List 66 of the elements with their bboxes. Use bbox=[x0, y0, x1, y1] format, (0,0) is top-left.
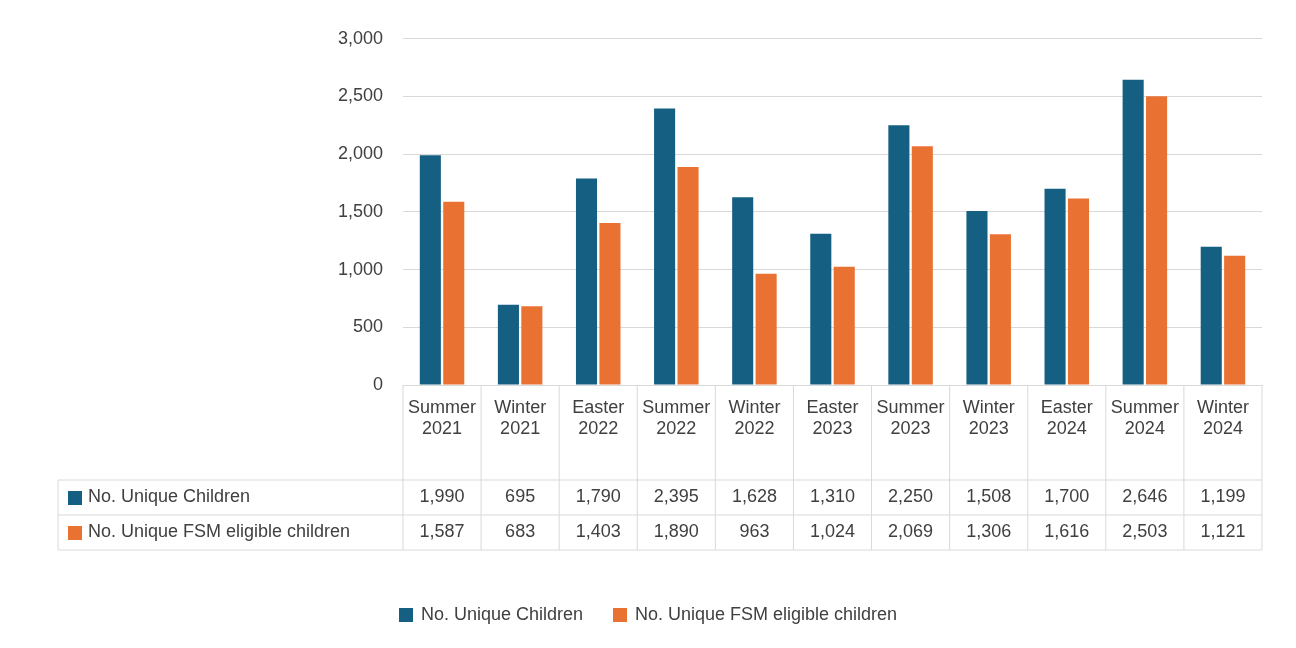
data-label: 1,024 bbox=[809, 521, 856, 542]
data-label: 2,503 bbox=[1122, 521, 1168, 542]
x-tick-label: Summer 2021 bbox=[408, 396, 477, 439]
bar bbox=[599, 223, 621, 385]
x-tick-label: Summer 2024 bbox=[1110, 396, 1179, 439]
bar bbox=[497, 304, 519, 385]
data-label: 1,121 bbox=[1200, 521, 1246, 542]
bar bbox=[1224, 255, 1246, 385]
data-label: 1,616 bbox=[1044, 521, 1090, 542]
data-label: 695 bbox=[505, 486, 536, 507]
data-label: 1,306 bbox=[966, 521, 1012, 542]
bar bbox=[1067, 198, 1090, 385]
data-label: 1,700 bbox=[1044, 486, 1090, 507]
x-tick-label: Easter 2024 bbox=[1040, 396, 1093, 439]
data-label: 1,628 bbox=[731, 486, 777, 507]
bar bbox=[833, 266, 855, 385]
data-label: 1,587 bbox=[419, 521, 465, 542]
x-tick-label: Winter 2023 bbox=[962, 396, 1015, 439]
y-tick-label: 2,500 bbox=[337, 85, 383, 106]
y-tick-label: 0 bbox=[372, 373, 383, 394]
data-label: 1,890 bbox=[653, 521, 699, 542]
x-tick-label: Summer 2023 bbox=[876, 396, 945, 439]
y-tick-label: 1,500 bbox=[337, 200, 383, 221]
data-label: 2,250 bbox=[888, 486, 934, 507]
bar bbox=[419, 155, 441, 385]
data-label: 2,646 bbox=[1122, 486, 1168, 507]
bar bbox=[888, 125, 910, 385]
data-label: 963 bbox=[739, 521, 770, 542]
x-tick-label: Winter 2021 bbox=[494, 396, 547, 439]
bar bbox=[1122, 79, 1144, 385]
y-tick-label: 3,000 bbox=[337, 27, 383, 48]
y-tick-label: 500 bbox=[352, 316, 383, 337]
x-tick-label: Easter 2023 bbox=[806, 396, 859, 439]
bar bbox=[443, 201, 465, 385]
x-tick-label: Summer 2022 bbox=[642, 396, 711, 439]
data-label: 1,403 bbox=[575, 521, 621, 542]
data-label: 1,508 bbox=[966, 486, 1012, 507]
data-label: 1,790 bbox=[575, 486, 621, 507]
bar bbox=[810, 233, 832, 385]
y-tick-label: 1,000 bbox=[337, 258, 383, 279]
data-label: 1,310 bbox=[809, 486, 856, 507]
bar bbox=[654, 108, 676, 385]
text: No. Unique FSM eligible children bbox=[634, 604, 898, 624]
bar bbox=[521, 306, 543, 385]
bar bbox=[575, 178, 598, 385]
legend-label: No. Unique Children bbox=[88, 486, 251, 507]
legend-label: No. Unique FSM eligible children bbox=[88, 521, 351, 542]
bar bbox=[989, 234, 1011, 385]
bar bbox=[755, 273, 777, 385]
x-tick-label: Easter 2022 bbox=[572, 396, 625, 439]
bar bbox=[966, 210, 988, 385]
bar bbox=[1146, 96, 1168, 385]
text: No. Unique Children bbox=[420, 604, 583, 624]
bar bbox=[1200, 246, 1222, 385]
data-label: 2,395 bbox=[653, 486, 699, 507]
x-tick-label: Winter 2022 bbox=[728, 396, 781, 439]
bar bbox=[1044, 188, 1066, 385]
data-label: 683 bbox=[505, 521, 536, 542]
bar bbox=[677, 166, 699, 385]
bar bbox=[911, 146, 933, 385]
data-label: 1,199 bbox=[1200, 486, 1246, 507]
bar bbox=[732, 197, 754, 385]
data-label: 1,990 bbox=[419, 486, 465, 507]
data-label: 2,069 bbox=[888, 521, 934, 542]
x-tick-label: Winter 2024 bbox=[1196, 396, 1249, 439]
y-tick-label: 2,000 bbox=[337, 143, 383, 164]
